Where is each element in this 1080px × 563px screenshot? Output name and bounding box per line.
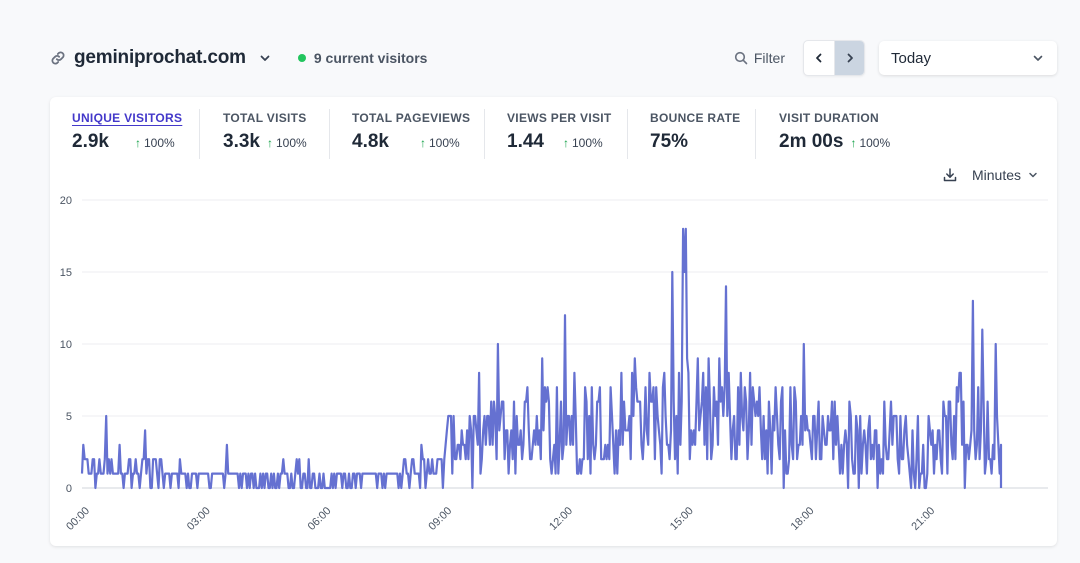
- stat-views-per-visit[interactable]: VIEWS PER VISIT 1.44 ↑ 100%: [485, 109, 628, 159]
- stat-visit-duration[interactable]: VISIT DURATION 2m 00s ↑ 100%: [756, 109, 916, 159]
- arrow-up-icon: ↑: [134, 136, 141, 150]
- main-graph-card: UNIQUE VISITORS 2.9k ↑ 100% TOTAL VISITS …: [50, 97, 1057, 546]
- stat-total-visits[interactable]: TOTAL VISITS 3.3k ↑ 100%: [200, 109, 330, 159]
- current-visitors-label: 9 current visitors: [313, 50, 428, 66]
- y-tick-label: 20: [60, 195, 72, 207]
- previous-period-button[interactable]: [804, 41, 834, 75]
- stat-label: TOTAL VISITS: [223, 111, 307, 125]
- next-period-button[interactable]: [834, 41, 864, 75]
- site-switcher[interactable]: geminiprochat.com: [50, 47, 272, 69]
- header-controls: Filter Today: [734, 40, 1057, 76]
- stat-value: 2m 00s: [779, 131, 844, 152]
- current-visitors[interactable]: 9 current visitors: [297, 50, 428, 66]
- x-tick-label: 18:00: [789, 505, 817, 533]
- y-tick-label: 10: [60, 339, 72, 351]
- chevron-down-icon: [1033, 55, 1043, 61]
- x-tick-label: 03:00: [185, 505, 213, 533]
- stat-value: 2.9k: [72, 131, 109, 152]
- chevron-down-icon: [260, 55, 270, 61]
- chevron-right-icon: [847, 53, 853, 63]
- chevron-left-icon: [816, 53, 822, 63]
- stat-value: 3.3k: [223, 131, 260, 152]
- x-tick-label: 15:00: [668, 505, 696, 533]
- stat-change: ↑ 100%: [850, 136, 891, 150]
- period-label: Today: [891, 49, 932, 67]
- x-tick-label: 21:00: [909, 505, 937, 533]
- period-pager: [803, 40, 865, 76]
- stat-bounce-rate[interactable]: BOUNCE RATE 75%: [628, 109, 756, 159]
- stat-value: 4.8k: [352, 131, 389, 152]
- filter-label: Filter: [753, 50, 785, 66]
- download-icon[interactable]: [942, 167, 958, 183]
- stat-change: ↑ 100%: [419, 136, 460, 150]
- x-tick-label: 00:00: [64, 505, 92, 533]
- chevron-down-icon: [1029, 172, 1037, 178]
- stat-change: ↑ 100%: [266, 136, 307, 150]
- arrow-up-icon: ↑: [850, 136, 857, 150]
- stat-total-pageviews[interactable]: TOTAL PAGEVIEWS 4.8k ↑ 100%: [330, 109, 485, 159]
- x-tick-label: 06:00: [306, 505, 334, 533]
- stat-unique-visitors[interactable]: UNIQUE VISITORS 2.9k ↑ 100%: [50, 109, 200, 159]
- top-stats: UNIQUE VISITORS 2.9k ↑ 100% TOTAL VISITS …: [50, 109, 916, 161]
- arrow-up-icon: ↑: [419, 136, 426, 150]
- interval-select[interactable]: Minutes: [972, 167, 1039, 183]
- arrow-up-icon: ↑: [266, 136, 273, 150]
- link-icon: [51, 51, 65, 65]
- stat-value: 75%: [650, 131, 689, 152]
- live-dot-icon: [297, 54, 306, 62]
- stat-change: ↑ 100%: [562, 136, 603, 150]
- stat-change: ↑ 100%: [134, 136, 175, 150]
- stat-value: 1.44: [507, 131, 544, 152]
- y-tick-label: 5: [66, 411, 72, 423]
- search-icon: [734, 51, 748, 65]
- arrow-up-icon: ↑: [562, 136, 569, 150]
- interval-label: Minutes: [971, 167, 1021, 183]
- y-tick-label: 0: [66, 483, 72, 495]
- x-tick-label: 12:00: [547, 505, 575, 533]
- visitors-chart[interactable]: 0 5 10 15 20 00:00 03:00 06:00 09:00 12:00 15:00 18…: [50, 97, 1057, 546]
- site-name: geminiprochat.com: [74, 47, 246, 68]
- chart-tools: Minutes: [942, 167, 1039, 183]
- period-select[interactable]: Today: [879, 41, 1057, 75]
- stat-label: VIEWS PER VISIT: [507, 111, 612, 125]
- stat-label: VISIT DURATION: [779, 111, 879, 125]
- series-line: [80, 227, 1003, 490]
- filter-button[interactable]: Filter: [734, 50, 785, 66]
- stat-label: BOUNCE RATE: [650, 111, 741, 125]
- y-tick-label: 15: [60, 267, 72, 279]
- stat-label: TOTAL PAGEVIEWS: [352, 111, 471, 125]
- x-tick-label: 09:00: [426, 505, 454, 533]
- top-bar: geminiprochat.com 9 current visitors Fil…: [50, 40, 1057, 76]
- stat-label: UNIQUE VISITORS: [72, 111, 183, 125]
